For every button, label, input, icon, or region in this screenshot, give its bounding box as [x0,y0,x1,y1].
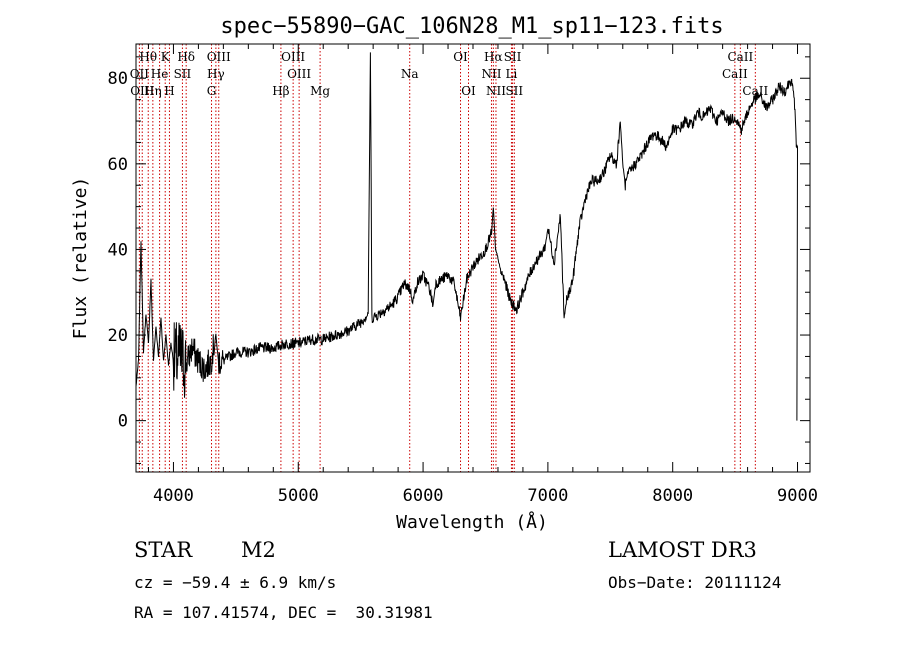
y-tick-label-60: 60 [108,155,128,175]
spectrum-line [135,52,799,421]
y-tick-label-80: 80 [108,69,128,89]
y-tick-label-40: 40 [108,240,128,260]
line-label-12: Hγ [207,67,225,81]
spectrum-series [135,52,799,421]
line-label-4: OIII [281,50,305,64]
line-label-1: K [161,50,171,64]
line-label-8: CaII [727,50,753,64]
coordinates: RA = 107.41574, DEC = 30.31981 [134,603,433,622]
obs-date: Obs−Date: 20111124 [608,573,782,592]
redshift-text: cz = −59.4 ± 6.9 km/s [134,573,337,592]
spectral-line-markers [138,44,756,472]
line-label-2: Hδ [177,50,195,64]
line-label-6: Hα [484,50,503,64]
line-label-5: OI [453,50,468,64]
line-label-11: SII [174,67,192,81]
line-label-13: OIII [287,67,311,81]
x-axis-label: Wavelength (Å) [396,511,548,533]
line-label-0: Hθ [139,50,157,64]
x-tick-label-5000: 5000 [278,486,319,506]
y-axis-label: Flux (relative) [70,177,91,340]
x-tick-label-4000: 4000 [153,486,194,506]
line-label-17: CaII [722,67,748,81]
line-label-7: SII [504,50,522,64]
y-tick-label-0: 0 [118,412,128,432]
line-label-9: OII [130,67,150,81]
x-axis-ticks: 4000 5000 6000 7000 8000 9000 [147,44,818,506]
line-label-15: NII [481,67,501,81]
line-label-3: OIII [207,50,231,64]
x-tick-label-7000: 7000 [527,486,568,506]
line-label-25: NII [486,84,506,98]
x-tick-label-8000: 8000 [652,486,693,506]
object-class: STAR [134,538,193,562]
chart-title: spec−55890−GAC_106N28_M1_sp11−123.fits [220,14,723,39]
x-tick-label-6000: 6000 [403,486,444,506]
line-label-22: Hβ [272,84,289,98]
survey-name: LAMOST DR3 [608,538,757,562]
line-label-26: SII [505,84,523,98]
y-axis-ticks: 0 20 40 60 80 [108,56,810,464]
line-label-18: OIII [130,84,154,98]
line-label-16: Li [506,67,518,81]
line-label-27: CaII [742,84,768,98]
line-label-10: He [151,67,169,81]
line-label-20: H [164,84,174,98]
line-label-14: Na [401,67,419,81]
x-tick-label-9000: 9000 [777,486,818,506]
line-label-24: OI [461,84,476,98]
line-label-21: G [207,84,217,98]
line-label-19: Hη [144,84,162,98]
spectrum-chart: spec−55890−GAC_106N28_M1_sp11−123.fits 4… [70,14,818,533]
object-subclass: M2 [241,538,276,562]
line-label-23: Mg [310,84,330,98]
y-tick-label-20: 20 [108,326,128,346]
